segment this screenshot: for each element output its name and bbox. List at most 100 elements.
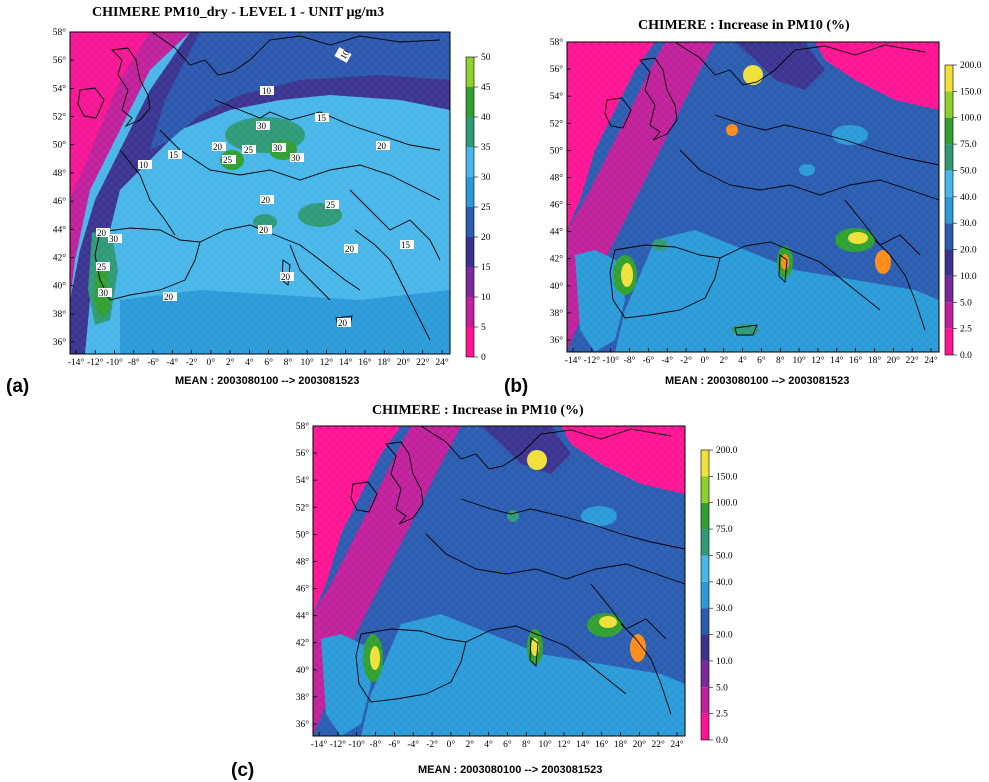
lon-tick-label: -14°: [68, 357, 85, 368]
lon-tick-label: 8°: [284, 357, 293, 368]
colorbar-label: 30.0: [960, 219, 977, 229]
lon-tick-label: 0°: [701, 355, 710, 366]
lon-tick-label: -2°: [426, 739, 438, 750]
contour-label: 30: [273, 143, 283, 153]
colorbar-label: 10.0: [716, 657, 733, 667]
colorbar-segment: [945, 196, 953, 224]
panel-b-label: (b): [504, 376, 529, 397]
lon-tick-label: 12°: [811, 355, 825, 366]
colorbar-segment: [466, 237, 474, 267]
panel-b-title: CHIMERE : Increase in PM10 (%): [638, 18, 850, 33]
colorbar-label: 0: [481, 353, 486, 363]
lat-tick-label: 44°: [296, 611, 310, 622]
lat-tick-label: 54°: [53, 83, 67, 94]
colorbar-segment: [701, 581, 709, 609]
colorbar-segment: [466, 267, 474, 297]
lon-tick-label: -12°: [584, 355, 601, 366]
lat-tick-label: 40°: [296, 665, 310, 676]
lat-tick-label: 48°: [550, 172, 564, 183]
colorbar-segment: [701, 502, 709, 530]
lon-tick-label: -10°: [106, 357, 123, 368]
contour-label: 10: [262, 86, 272, 96]
lon-tick-label: -8°: [128, 357, 140, 368]
lon-tick-label: 20°: [633, 739, 647, 750]
lon-tick-label: 14°: [576, 739, 590, 750]
colorbar-segment: [945, 302, 953, 329]
lon-tick-label: 10°: [792, 355, 806, 366]
colorbar-label: 35: [481, 143, 490, 153]
lon-tick-label: 14°: [339, 357, 353, 368]
lat-tick-label: 54°: [296, 475, 310, 486]
lon-tick-label: 6°: [503, 739, 512, 750]
colorbar-segment: [701, 529, 709, 556]
colorbar-label: 5: [481, 323, 486, 333]
colorbar-segment: [701, 555, 709, 582]
lat-tick-label: 52°: [53, 112, 67, 123]
lon-tick-label: 6°: [757, 355, 766, 366]
colorbar-segment: [945, 170, 953, 197]
lat-tick-label: 56°: [296, 448, 310, 459]
lat-tick-label: 38°: [296, 692, 310, 703]
lat-tick-label: 58°: [53, 27, 67, 38]
lat-tick-label: 54°: [550, 91, 564, 102]
lat-tick-label: 52°: [296, 502, 310, 513]
panel-c-title: CHIMERE : Increase in PM10 (%): [372, 403, 584, 418]
panel-a-map: 10 10 15 20 20 25 25 30 30 30 15 20 20: [53, 27, 490, 368]
panel-a-label: (a): [6, 376, 30, 397]
lon-tick-label: 20°: [397, 357, 411, 368]
contour-label: 30: [257, 121, 267, 131]
colorbar-label: 40.0: [716, 578, 733, 588]
lon-tick-label: 10°: [538, 739, 552, 750]
lat-tick-label: 52°: [550, 118, 564, 129]
contour-label: 15: [317, 113, 327, 123]
lat-tick-label: 42°: [296, 638, 310, 649]
lat-tick-label: 44°: [53, 224, 67, 235]
contour-label: 20: [377, 141, 387, 151]
lon-tick-label: -6°: [643, 355, 655, 366]
contour-label: 20: [338, 318, 348, 328]
panel-a: CHIMERE PM10_dry - LEVEL 1 - UNIT µg/m3: [0, 0, 490, 405]
panel-c: CHIMERE : Increase in PM10 (%): [225, 400, 745, 781]
colorbar-segment: [945, 275, 953, 303]
lon-tick-label: 0°: [447, 739, 456, 750]
colorbar-segment: [466, 87, 474, 117]
lat-tick-label: 46°: [296, 584, 310, 595]
contour-label: 25: [326, 200, 336, 210]
colorbar-label: 200.0: [716, 446, 738, 456]
lon-tick-label: 18°: [378, 357, 392, 368]
lon-tick-label: 24°: [435, 357, 449, 368]
colorbar-label: 20.0: [716, 631, 733, 641]
colorbar-label: 2.5: [716, 710, 728, 720]
colorbar-label: 50.0: [716, 551, 733, 561]
colorbar-segment: [945, 223, 953, 250]
colorbar-label: 30.0: [716, 604, 733, 614]
panel-a-footer: MEAN : 2003080100 --> 2003081523: [175, 375, 360, 387]
colorbar-label: 5.0: [716, 683, 728, 693]
lon-tick-label: 12°: [557, 739, 571, 750]
lat-tick-label: 58°: [550, 37, 564, 48]
lat-tick-label: 50°: [296, 529, 310, 540]
colorbar-label: 100.0: [716, 499, 738, 509]
lon-tick-label: -2°: [186, 357, 198, 368]
lon-tick-label: 6°: [264, 357, 273, 368]
lat-tick-label: 40°: [53, 281, 67, 292]
lon-tick-label: -6°: [389, 739, 401, 750]
lon-tick-label: 2°: [719, 355, 728, 366]
colorbar-segment: [466, 297, 474, 327]
panel-c-label: (c): [231, 760, 255, 781]
lon-tick-label: 4°: [738, 355, 747, 366]
colorbar-segment: [701, 713, 709, 740]
lon-tick-label: -8°: [624, 355, 636, 366]
lon-tick-label: -14°: [311, 739, 328, 750]
colorbar-segment: [466, 207, 474, 237]
colorbar-label: 15: [481, 263, 490, 273]
colorbar-label: 10: [481, 293, 490, 303]
contour-label: 25: [223, 155, 233, 165]
contour-label: 20: [164, 292, 174, 302]
colorbar-label: 45: [481, 83, 490, 93]
lon-tick-label: -14°: [565, 355, 582, 366]
colorbar-label: 150.0: [960, 87, 982, 97]
contour-label: 30: [291, 153, 301, 163]
lon-tick-label: -8°: [370, 739, 382, 750]
colorbar-segment: [701, 660, 709, 688]
